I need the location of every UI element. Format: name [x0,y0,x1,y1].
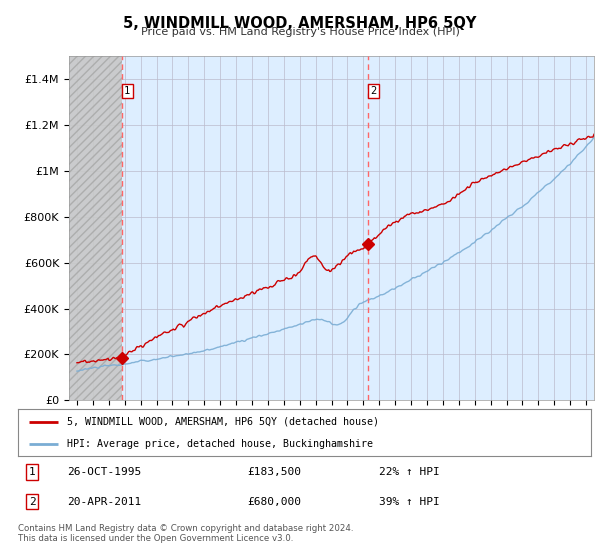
Text: 2: 2 [370,86,377,96]
Text: 26-OCT-1995: 26-OCT-1995 [67,467,141,477]
Text: 20-APR-2011: 20-APR-2011 [67,497,141,507]
Text: Contains HM Land Registry data © Crown copyright and database right 2024.
This d: Contains HM Land Registry data © Crown c… [18,524,353,543]
Text: 5, WINDMILL WOOD, AMERSHAM, HP6 5QY: 5, WINDMILL WOOD, AMERSHAM, HP6 5QY [124,16,476,31]
Text: 1: 1 [29,467,36,477]
Text: HPI: Average price, detached house, Buckinghamshire: HPI: Average price, detached house, Buck… [67,438,373,449]
Bar [69,56,122,400]
Text: 2: 2 [29,497,36,507]
Text: £680,000: £680,000 [247,497,301,507]
Text: 22% ↑ HPI: 22% ↑ HPI [379,467,440,477]
Text: Price paid vs. HM Land Registry's House Price Index (HPI): Price paid vs. HM Land Registry's House … [140,27,460,37]
Text: 39% ↑ HPI: 39% ↑ HPI [379,497,440,507]
Text: £183,500: £183,500 [247,467,301,477]
Text: 1: 1 [124,86,130,96]
Text: 5, WINDMILL WOOD, AMERSHAM, HP6 5QY (detached house): 5, WINDMILL WOOD, AMERSHAM, HP6 5QY (det… [67,417,379,427]
